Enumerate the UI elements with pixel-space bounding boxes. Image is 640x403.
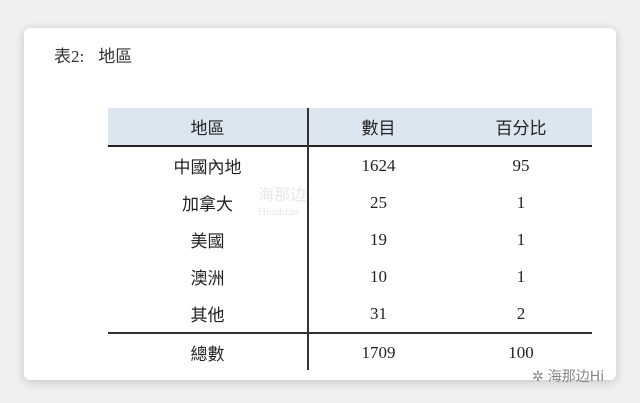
cell-percent: 1	[516, 192, 526, 212]
total-count: 1709	[361, 342, 396, 362]
cell-percent: 95	[512, 155, 530, 175]
table-row: 其他 31 2	[108, 295, 592, 332]
header-percent: 百分比	[495, 119, 547, 138]
table-header-row: 地區 數目 百分比	[108, 108, 592, 147]
cell-region: 其他	[190, 306, 225, 325]
caption-title: 地區	[98, 47, 133, 66]
wechat-icon: ✲	[532, 369, 544, 385]
cell-region: 加拿大	[182, 195, 233, 214]
table-row: 中國內地 1624 95	[108, 147, 592, 184]
total-percent: 100	[508, 342, 534, 362]
document-card	[24, 28, 616, 380]
header-count: 數目	[361, 119, 396, 138]
watermark-en: Hinabian	[258, 206, 299, 218]
table-row: 澳洲 10 1	[108, 258, 592, 295]
cell-count: 25	[370, 192, 387, 212]
cell-percent: 1	[516, 229, 526, 249]
caption-label: 表2:	[54, 47, 85, 66]
watermark: 海那边 Hinabian	[258, 188, 306, 220]
column-divider	[307, 108, 309, 370]
cell-region: 美國	[190, 232, 225, 251]
table-row: 加拿大 25 1	[108, 184, 592, 221]
cell-count: 10	[370, 266, 387, 286]
region-table: 地區 數目 百分比 中國內地 1624 95 加拿大 25 1 美國 19 1 …	[108, 108, 592, 371]
table-total-row: 總數 1709 100	[108, 332, 592, 371]
cell-count: 1624	[361, 155, 396, 175]
cell-count: 31	[370, 303, 387, 323]
brand-watermark: ✲ 海那边Hi	[532, 366, 604, 386]
cell-percent: 1	[516, 266, 526, 286]
cell-region: 中國內地	[173, 158, 242, 177]
total-label: 總數	[190, 345, 225, 364]
header-region: 地區	[190, 119, 225, 138]
table-row: 美國 19 1	[108, 221, 592, 258]
brand-text: 海那边Hi	[547, 369, 605, 385]
cell-region: 澳洲	[190, 269, 225, 288]
watermark-cn: 海那边	[258, 187, 307, 204]
table-caption: 表2: 地區	[54, 42, 146, 67]
cell-percent: 2	[516, 303, 526, 323]
cell-count: 19	[370, 229, 387, 249]
